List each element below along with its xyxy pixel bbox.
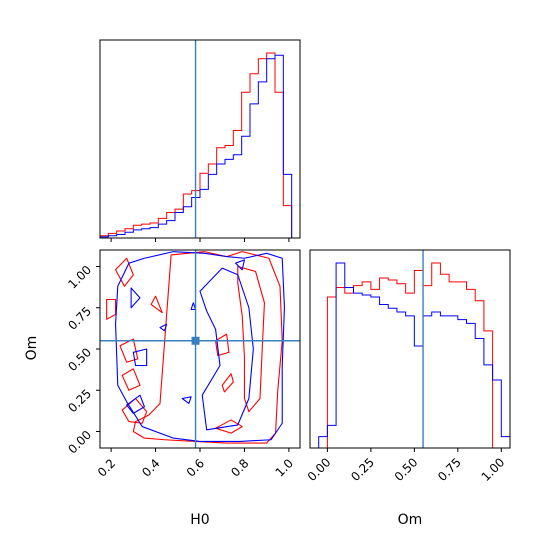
om-hist-x-tick-label: 0.75 — [435, 455, 464, 484]
xlabel-h0: H0 — [190, 512, 209, 528]
truth-marker — [191, 336, 200, 345]
om-hist-x-tick-label: 1.00 — [479, 455, 508, 484]
joint-x-tick-label: 0.4 — [139, 456, 162, 479]
contour-line — [190, 302, 197, 310]
contour-line — [215, 419, 243, 434]
contour-line — [215, 333, 230, 357]
contour-line — [221, 373, 234, 393]
om-hist-x-tick-label: 0.50 — [392, 455, 421, 484]
joint-y-tick-label: 0.25 — [65, 386, 94, 415]
contour-line — [235, 259, 245, 271]
joint-y-tick-label: 0.00 — [65, 428, 94, 457]
contour-line — [159, 323, 168, 332]
om-hist-x-tick-label: 0.25 — [348, 455, 377, 484]
contour-line — [181, 396, 192, 404]
joint-y-tick-label: 0.75 — [65, 304, 94, 333]
joint-x-tick-label: 0.8 — [228, 456, 251, 479]
ylabel-om: Om — [24, 336, 40, 361]
joint-y-tick-label: 1.00 — [65, 263, 94, 292]
om-histogram-line — [318, 262, 510, 448]
h0-histogram-panel — [99, 39, 301, 242]
joint-x-tick-label: 0.6 — [184, 456, 207, 479]
contour-line — [121, 368, 141, 391]
xlabel-om: Om — [398, 512, 423, 528]
om-histogram-panel: 0.00 0.25 0.50 0.75 1.00 — [305, 249, 511, 484]
contour-line — [150, 295, 163, 314]
contour-line — [130, 287, 141, 309]
h0-om-contour-panel: 0.2 0.4 0.6 0.8 1.0 0.00 0.25 0.50 0.75 1.00 — [65, 249, 301, 480]
contour-line — [115, 257, 134, 287]
om-hist-x-tick-label: 0.00 — [305, 455, 334, 484]
contour-line — [119, 338, 139, 363]
contour-line — [126, 394, 145, 414]
om-histogram-frame — [309, 249, 511, 449]
contour-line — [106, 298, 117, 320]
joint-x-tick-label: 1.0 — [273, 456, 296, 479]
h0-histogram-frame — [99, 39, 301, 239]
contour-line — [132, 251, 283, 444]
joint-y-tick-label: 0.50 — [65, 345, 94, 374]
h0-histogram-line — [99, 54, 300, 239]
contour-line — [115, 251, 285, 442]
joint-x-tick-label: 0.2 — [95, 456, 118, 479]
h0-histogram-line — [99, 52, 300, 239]
contour-line — [237, 265, 265, 413]
contour-line — [199, 267, 254, 431]
joint-frame — [99, 249, 301, 449]
contour-line — [132, 348, 148, 367]
